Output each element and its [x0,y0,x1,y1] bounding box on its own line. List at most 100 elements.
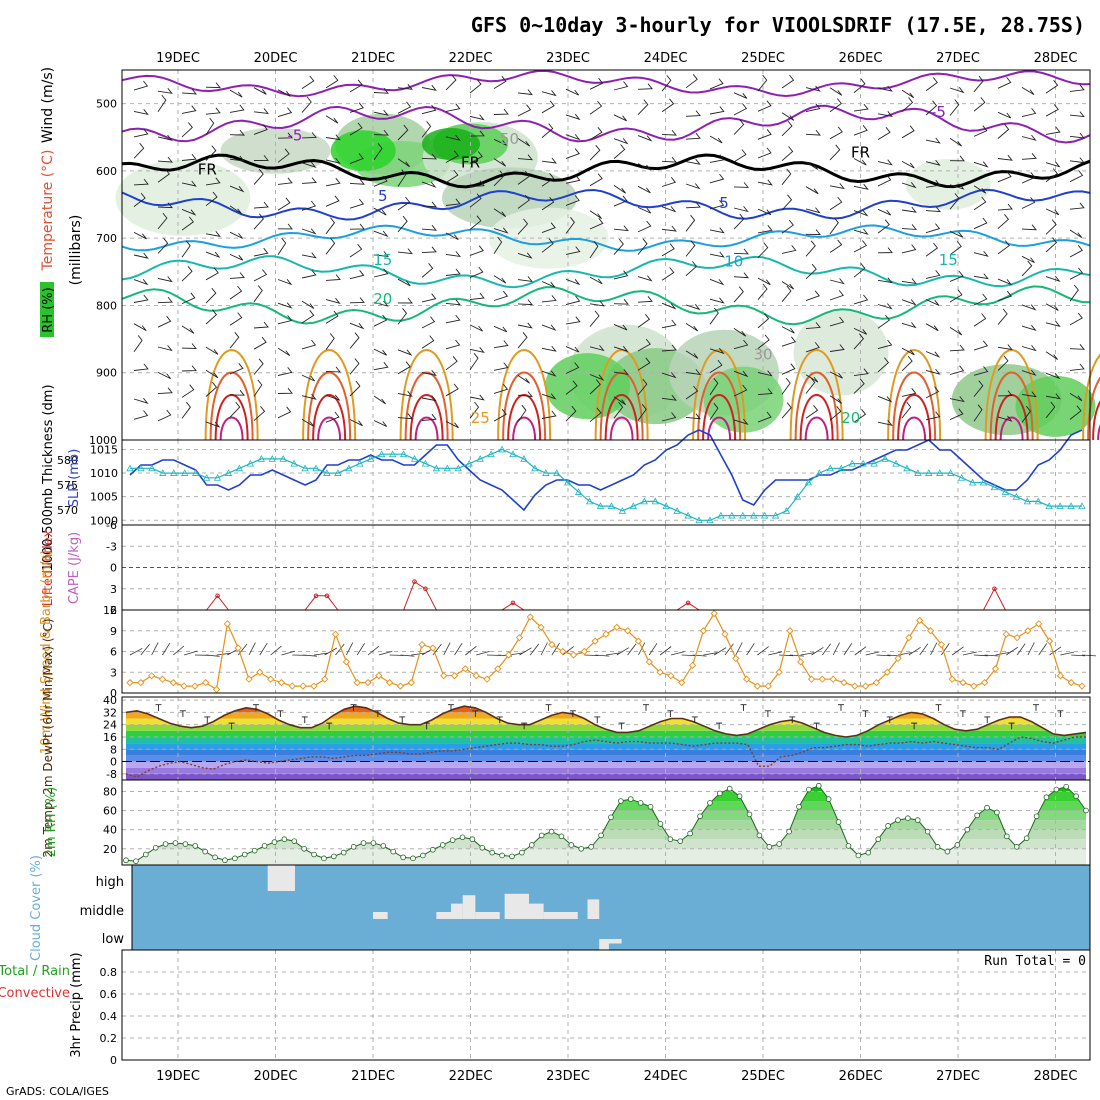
wind-barb [637,99,649,116]
surface-contour [599,371,644,441]
wind-speed-point [991,665,1000,673]
rh-point [677,838,684,844]
wind-barb [469,151,483,164]
rh-band [126,801,1086,811]
wind-barb [757,334,770,349]
wind-barb [541,281,556,288]
rh-point [914,817,921,823]
surface-contour [302,349,357,441]
wind-barb [805,103,821,113]
rh-point [528,842,535,848]
wind-speed-point [602,630,610,638]
surface-wind-barb [843,643,853,656]
wind-barb [757,100,772,112]
wind-barb [949,99,960,116]
wind-barb [157,88,173,94]
surface-wind-barb [281,650,296,656]
cloud-block [599,939,609,950]
wind-barb [325,333,335,350]
slp-point [1001,488,1010,495]
slp-point [673,506,681,514]
wind-barb [397,297,413,304]
slp-point [323,469,331,476]
wind-barb [613,185,626,194]
wind-barb [637,357,651,371]
footer-credit: GrADS: COLA/IGES [6,1085,109,1098]
surface-wind-barb [670,651,685,656]
cloud-row-label: low [102,932,125,947]
wind-speed-point [861,682,870,690]
slp-point [968,478,977,486]
temp-minmax-bar [569,710,576,717]
wind-barb [781,219,794,234]
rh-point [281,836,288,843]
rh-point [162,841,169,847]
wind-barb [685,201,701,209]
rh-point [885,823,891,829]
wind-speed-point [667,672,675,680]
wind-barb [493,236,503,255]
wind-barb [133,279,149,286]
lifted-index-point [313,593,319,599]
surface-contour [707,416,732,441]
wind-speed-point [299,682,307,690]
wind-barb [493,325,508,333]
rh-point [1083,807,1089,814]
wind-barb [661,98,675,113]
temp-tick-label: 24 [103,719,117,732]
wind-barb [757,388,773,396]
rh-point [657,821,664,827]
day-label-bottom: 22DEC [449,1069,493,1084]
wind-barb [637,135,653,142]
cloud-row-label: high [96,875,124,890]
wind-barb [637,314,651,328]
precip-frame [121,949,1091,1061]
wind-barb [253,247,269,257]
wind-barb [325,366,341,373]
temp-minmax-bar [179,710,186,717]
wind-barb [229,272,245,279]
wind-barb [517,252,533,259]
rh-point [192,843,199,849]
wind-barb [205,309,218,325]
rh-band [126,848,1086,865]
slp-point [257,455,265,462]
wind-barb [613,298,629,305]
wind-barb [565,295,581,306]
wind-barb [661,156,677,163]
wind-barb [613,323,628,331]
rh-point [776,841,782,847]
slp-point [148,464,156,472]
slp-point [1045,502,1053,510]
rh-point [905,815,911,822]
surface-wind-barb [411,652,426,656]
wind-speed-point [872,678,881,687]
wind-barb [877,159,893,166]
wind-barb [157,212,168,230]
surface-wind-barb [595,654,610,657]
surface-wind-barb [1027,642,1035,656]
wind-barb [901,97,914,113]
surface-wind-barb [216,652,231,656]
wind-barb [133,363,149,371]
cloud-block [267,863,295,891]
wind-barb [733,328,747,337]
wind-barb [205,421,221,428]
wind-speed-point [494,665,502,673]
day-label-bottom: 23DEC [546,1069,590,1084]
wind-speed-point [126,678,134,687]
rh-point [558,833,565,840]
wind-barb [445,134,461,141]
wind-barb [637,238,648,255]
wind-barb [277,237,287,256]
wind-barb [397,349,413,356]
temp-minmax-bar [886,716,893,724]
wind-barb [781,112,795,121]
cloud-axis-label: Cloud Cover (%) [29,855,44,961]
wind-tick-label: 9 [110,625,117,638]
wind-barb [805,405,819,419]
wind-barb [877,419,893,426]
surface-wind-barb [1060,651,1075,656]
wind-barb [1045,161,1061,168]
rh-point [222,857,228,864]
